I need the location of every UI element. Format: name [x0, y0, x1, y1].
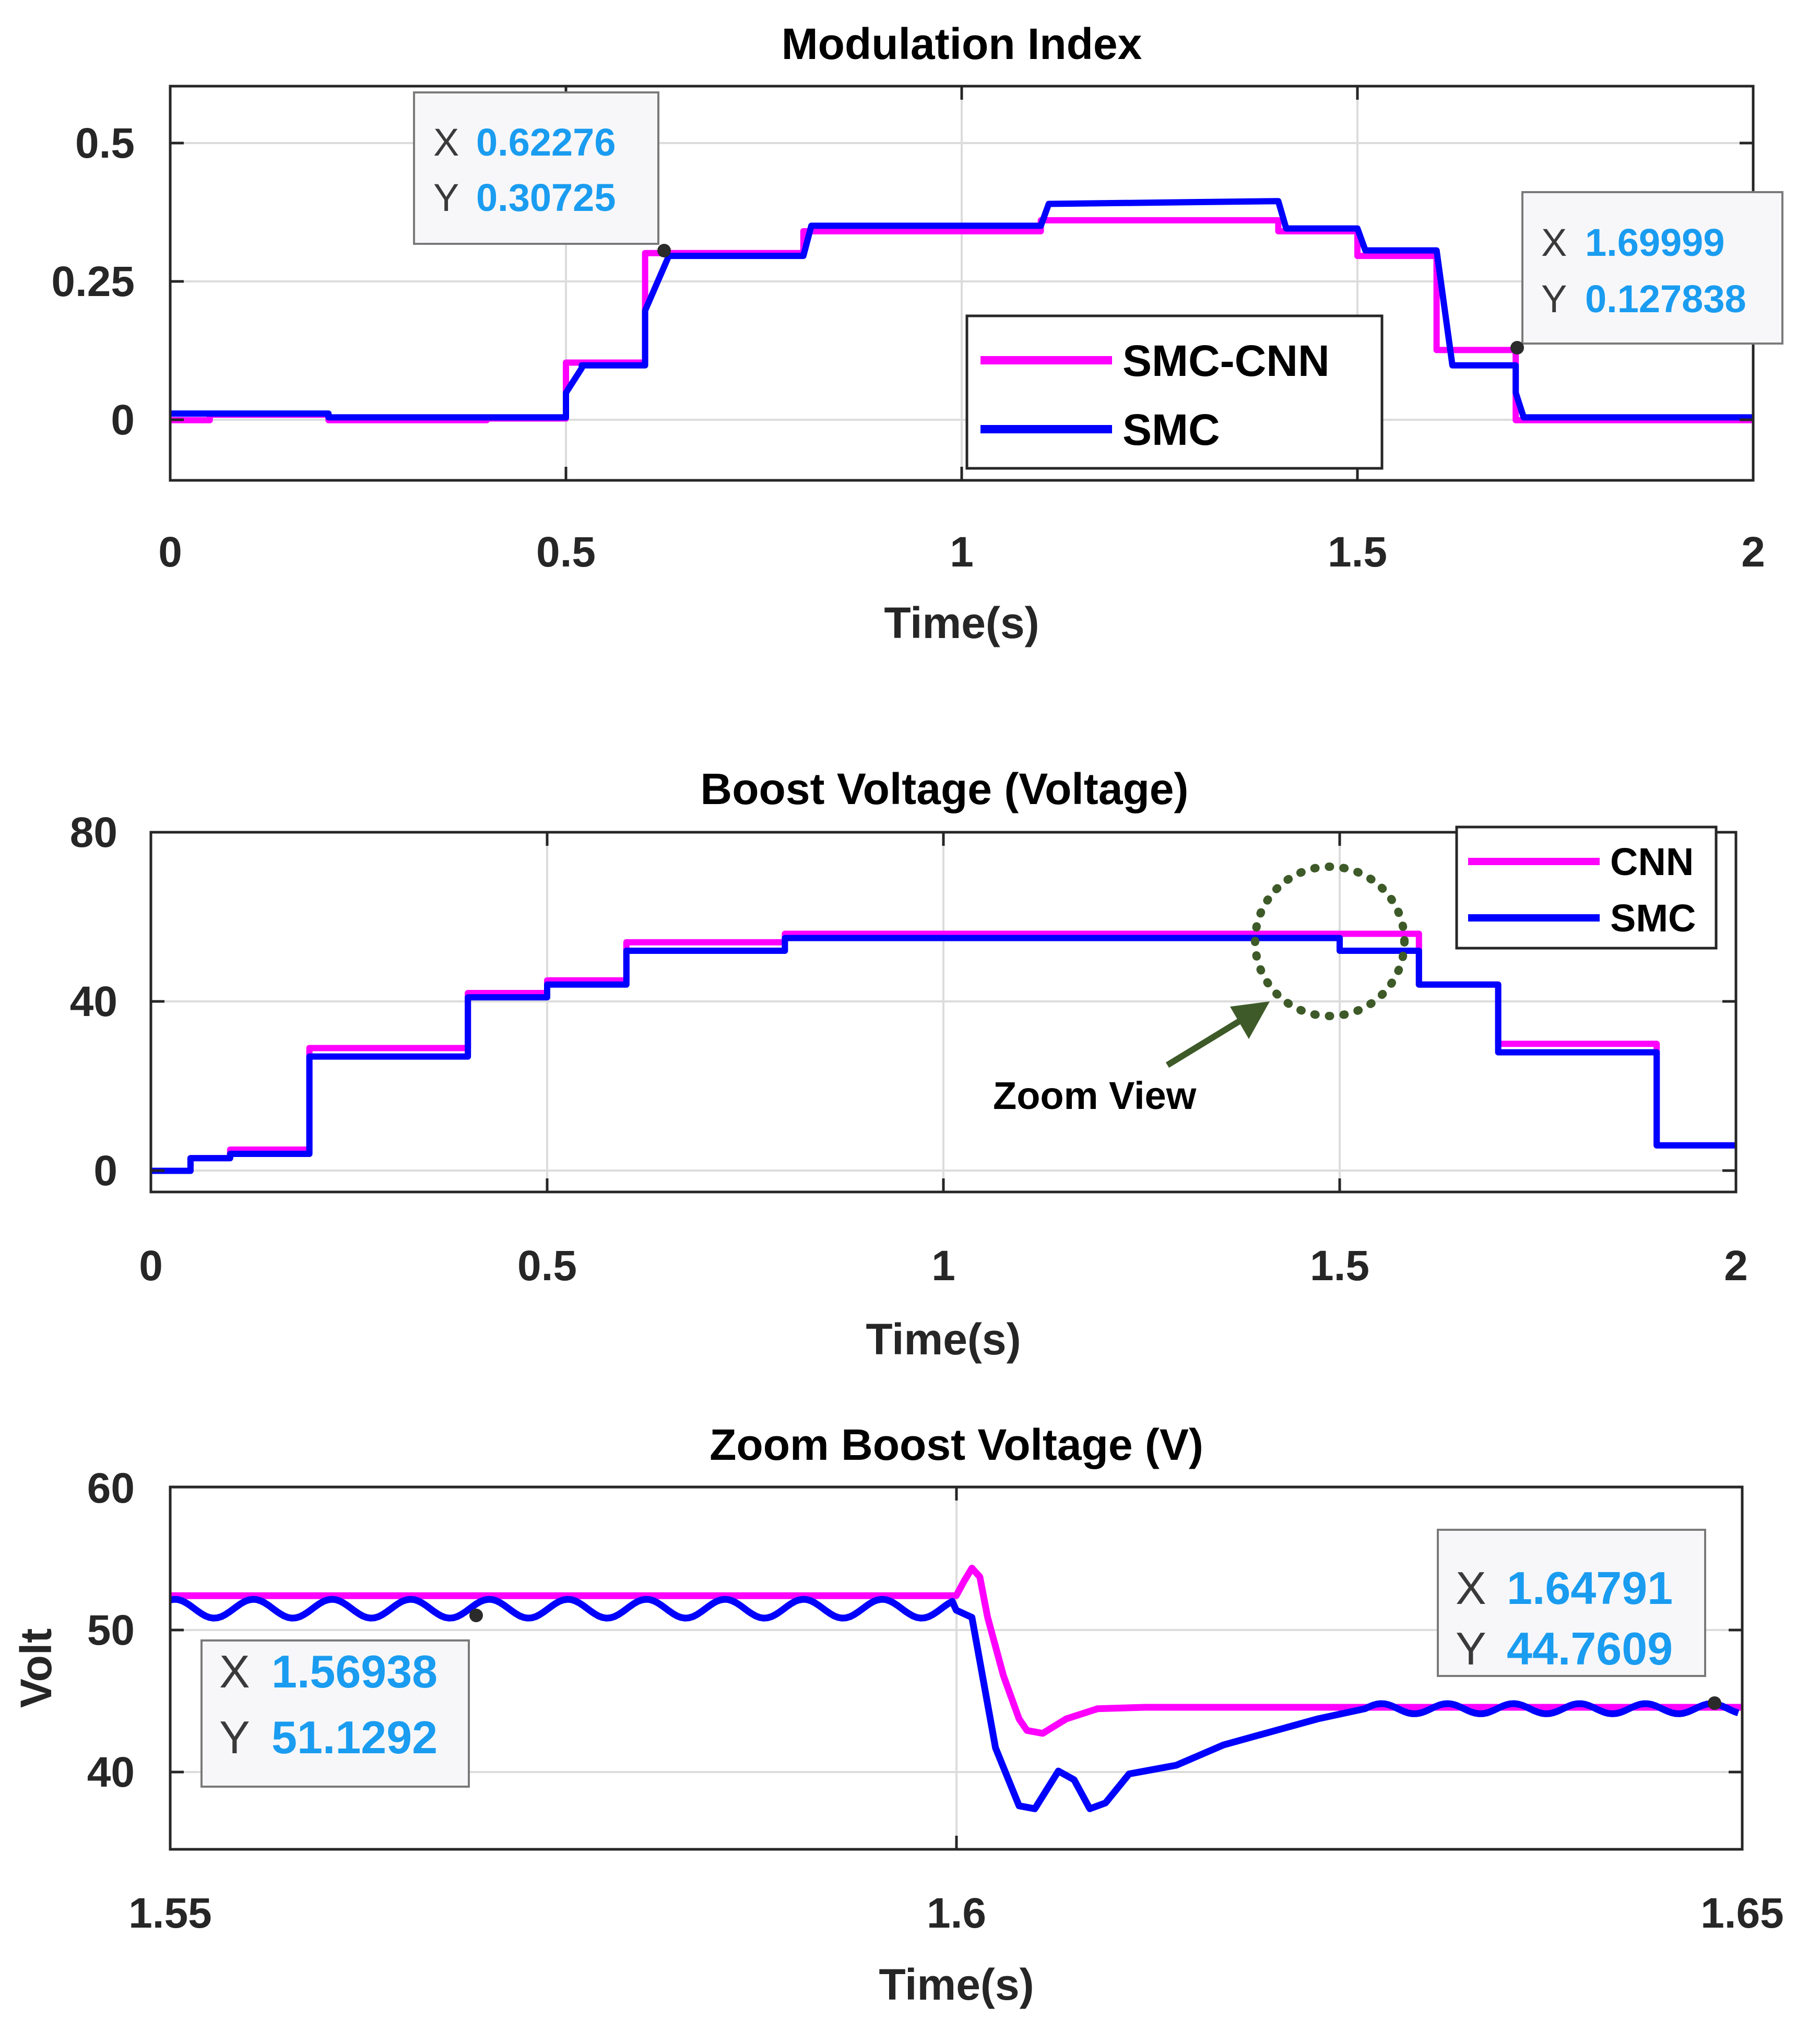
datatip-y-value: 51.1292	[271, 1711, 438, 1763]
datatip-box	[1521, 191, 1783, 345]
datatip-x-value: 1.69999	[1585, 221, 1725, 264]
legend-box	[1455, 825, 1718, 950]
x-axis-label: Time(s)	[884, 598, 1039, 647]
datatip: X 1.69999 Y 0.127838	[1510, 191, 1783, 355]
datatip-y-letter: Y	[433, 176, 459, 219]
x-tick-label: 1.5	[1328, 528, 1387, 576]
series-line-smc	[170, 198, 1753, 421]
boost-voltage-chart: Boost Voltage (Voltage) 0 40 80 0 0.5 1 …	[70, 764, 1748, 1364]
y-axis-label: Volt	[11, 1628, 61, 1708]
legend-label: SMC-CNN	[1122, 336, 1330, 385]
chart-title: Modulation Index	[782, 19, 1142, 68]
series-line-smc	[151, 935, 1736, 1174]
datatip: X 1.64791 Y 44.7609	[1437, 1529, 1721, 1710]
zoom-boost-voltage-chart: Zoom Boost Voltage (V) 40 50 60 1.55 1.6…	[11, 1420, 1784, 2009]
x-tick-label: 1.5	[1310, 1242, 1369, 1290]
y-tick-label: 0.25	[51, 258, 135, 305]
legend-box	[965, 314, 1384, 470]
legend: CNN SMC	[1455, 825, 1718, 950]
datatip-x-value: 0.62276	[476, 121, 616, 164]
datatip-x-value: 1.56938	[271, 1646, 438, 1697]
plot-lines	[151, 930, 1736, 1174]
legend-label: SMC	[1122, 405, 1220, 454]
zoom-label: Zoom View	[993, 1074, 1197, 1117]
datatip-y-letter: Y	[219, 1711, 250, 1763]
datatip-y-letter: Y	[1541, 277, 1567, 321]
ticks	[151, 832, 1736, 1192]
zoom-circle	[1251, 863, 1409, 1020]
datatip-y-value: 0.30725	[476, 176, 616, 219]
series-line-smc	[169, 1596, 1740, 1812]
x-tick-label: 1.6	[927, 1890, 986, 1937]
x-tick-label: 1.65	[1700, 1890, 1784, 1937]
x-tick-label: 1	[931, 1242, 955, 1290]
datatip-x-letter: X	[219, 1646, 250, 1697]
datatip-x-value: 1.64791	[1507, 1562, 1673, 1614]
datatip-marker	[657, 244, 671, 257]
datatip-marker	[1708, 1696, 1721, 1710]
datatip: X 1.56938 Y 51.1292	[200, 1609, 483, 1788]
x-tick-label: 0	[139, 1242, 163, 1290]
plot-lines	[170, 198, 1753, 423]
y-tick-label: 0	[93, 1147, 117, 1195]
datatip: X 0.62276 Y 0.30725	[413, 91, 671, 257]
modulation-index-chart: Modulation Index 0 0.25 0.5 0 0.5 1 1.5 …	[51, 19, 1783, 647]
x-axis-label: Time(s)	[866, 1315, 1021, 1364]
datatip-box	[413, 91, 659, 245]
chart-title: Boost Voltage (Voltage)	[701, 764, 1189, 813]
zoom-arrow	[1165, 1013, 1250, 1068]
legend-label: SMC	[1610, 896, 1696, 940]
datatip-y-value: 0.127838	[1585, 277, 1746, 321]
datatip-x-letter: X	[1541, 221, 1567, 264]
datatip-y-value: 44.7609	[1507, 1623, 1673, 1674]
datatip-marker	[1510, 341, 1524, 355]
x-tick-label: 1.55	[128, 1890, 212, 1937]
x-tick-label: 0.5	[517, 1242, 577, 1290]
x-tick-label: 0.5	[536, 528, 596, 576]
y-tick-label: 60	[87, 1465, 135, 1512]
x-tick-label: 2	[1724, 1242, 1748, 1290]
x-tick-label: 1	[950, 528, 974, 576]
legend-label: CNN	[1610, 840, 1694, 883]
datatip-x-letter: X	[433, 121, 459, 164]
plot-lines	[169, 1565, 1742, 1812]
datatip-x-letter: X	[1456, 1562, 1486, 1614]
datatip-box	[1437, 1529, 1706, 1677]
datatip-box	[200, 1639, 470, 1788]
zoom-annotation: Zoom View	[993, 863, 1409, 1117]
y-tick-label: 40	[87, 1749, 135, 1796]
y-tick-label: 80	[70, 809, 117, 856]
legend: SMC-CNN SMC	[965, 314, 1384, 470]
y-tick-label: 40	[70, 978, 117, 1025]
x-tick-label: 2	[1741, 528, 1765, 576]
x-tick-label: 0	[158, 528, 182, 576]
x-axis-label: Time(s)	[879, 1960, 1034, 2009]
y-tick-label: 0.5	[75, 120, 135, 167]
chart-title: Zoom Boost Voltage (V)	[710, 1420, 1203, 1469]
datatip-marker	[469, 1609, 483, 1622]
ticks	[170, 1487, 1742, 1849]
y-tick-label: 0	[111, 396, 135, 444]
series-line-cnn	[170, 1565, 1742, 1737]
datatip-y-letter: Y	[1456, 1623, 1486, 1674]
y-tick-label: 50	[87, 1607, 135, 1654]
zoom-arrow-head	[1230, 1001, 1270, 1039]
